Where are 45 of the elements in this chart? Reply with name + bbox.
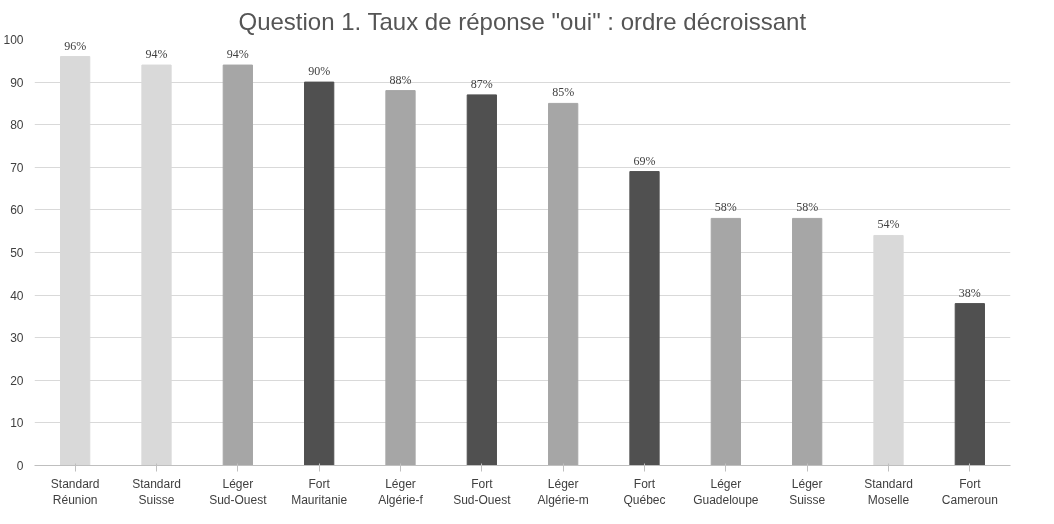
bar — [792, 217, 823, 466]
y-tick-label: 80 — [10, 118, 24, 133]
data-label: 94% — [145, 47, 168, 62]
x-tick-label: Standard Moselle — [864, 476, 913, 508]
x-tick-label: Fort Sud-Ouest — [453, 476, 512, 508]
x-tick-label: Léger Algérie-m — [537, 476, 589, 508]
x-tick-label: Léger Suisse — [789, 476, 826, 508]
data-label: 88% — [389, 72, 412, 87]
data-label: 96% — [64, 38, 87, 53]
y-tick-label: 70 — [10, 160, 24, 175]
bar — [710, 217, 741, 466]
x-tick-label: Standard Suisse — [132, 476, 181, 508]
data-label: 58% — [714, 200, 737, 215]
bar — [548, 102, 579, 466]
y-tick-label: 0 — [16, 459, 24, 473]
y-tick-label: 10 — [10, 416, 24, 431]
y-tick-label: 30 — [10, 331, 24, 346]
data-label: 90% — [308, 64, 331, 79]
bar — [304, 81, 335, 466]
data-label: 87% — [470, 76, 493, 91]
y-tick-label: 50 — [10, 246, 24, 260]
y-tick-label: 40 — [10, 288, 24, 303]
chart-title: Question 1. Taux de réponse "oui" : ordre décroissant — [238, 7, 807, 35]
x-tick-label: Fort Cameroun — [941, 476, 998, 508]
bar — [385, 90, 416, 466]
x-tick-label: Fort Québec — [623, 476, 666, 508]
data-label: 58% — [796, 200, 819, 215]
y-tick-label: 20 — [10, 373, 24, 388]
x-tick-label: Fort Mauritanie — [291, 476, 348, 508]
bar — [466, 94, 497, 466]
bar — [222, 64, 253, 466]
data-label: 38% — [958, 285, 981, 300]
y-tick-label: 60 — [10, 203, 24, 218]
data-label: 85% — [552, 85, 575, 100]
x-tick-label: Standard Réunion — [50, 476, 100, 508]
data-label: 54% — [877, 217, 900, 232]
data-label: 69% — [633, 153, 656, 168]
x-tick-label: Léger Algérie-f — [378, 476, 424, 508]
x-tick-label: Léger Sud-Ouest — [209, 476, 268, 508]
x-tick-label: Léger Guadeloupe — [693, 476, 759, 508]
data-label: 94% — [226, 47, 249, 62]
y-tick-label: 100 — [3, 33, 24, 47]
y-tick-label: 90 — [10, 75, 24, 90]
bar — [954, 303, 985, 466]
bar — [629, 171, 660, 466]
